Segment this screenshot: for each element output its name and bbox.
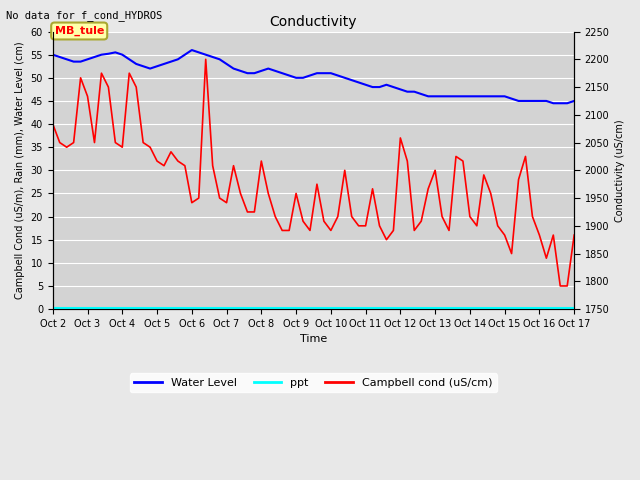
Text: MB_tule: MB_tule [54, 26, 104, 36]
Y-axis label: Campbell Cond (uS/m), Rain (mm), Water Level (cm): Campbell Cond (uS/m), Rain (mm), Water L… [15, 41, 25, 299]
Legend: Water Level, ppt, Campbell cond (uS/cm): Water Level, ppt, Campbell cond (uS/cm) [130, 373, 497, 392]
Title: Conductivity: Conductivity [269, 15, 357, 29]
Text: No data for f_cond_HYDROS: No data for f_cond_HYDROS [6, 10, 163, 21]
X-axis label: Time: Time [300, 335, 327, 344]
Y-axis label: Conductivity (uS/cm): Conductivity (uS/cm) [615, 119, 625, 222]
